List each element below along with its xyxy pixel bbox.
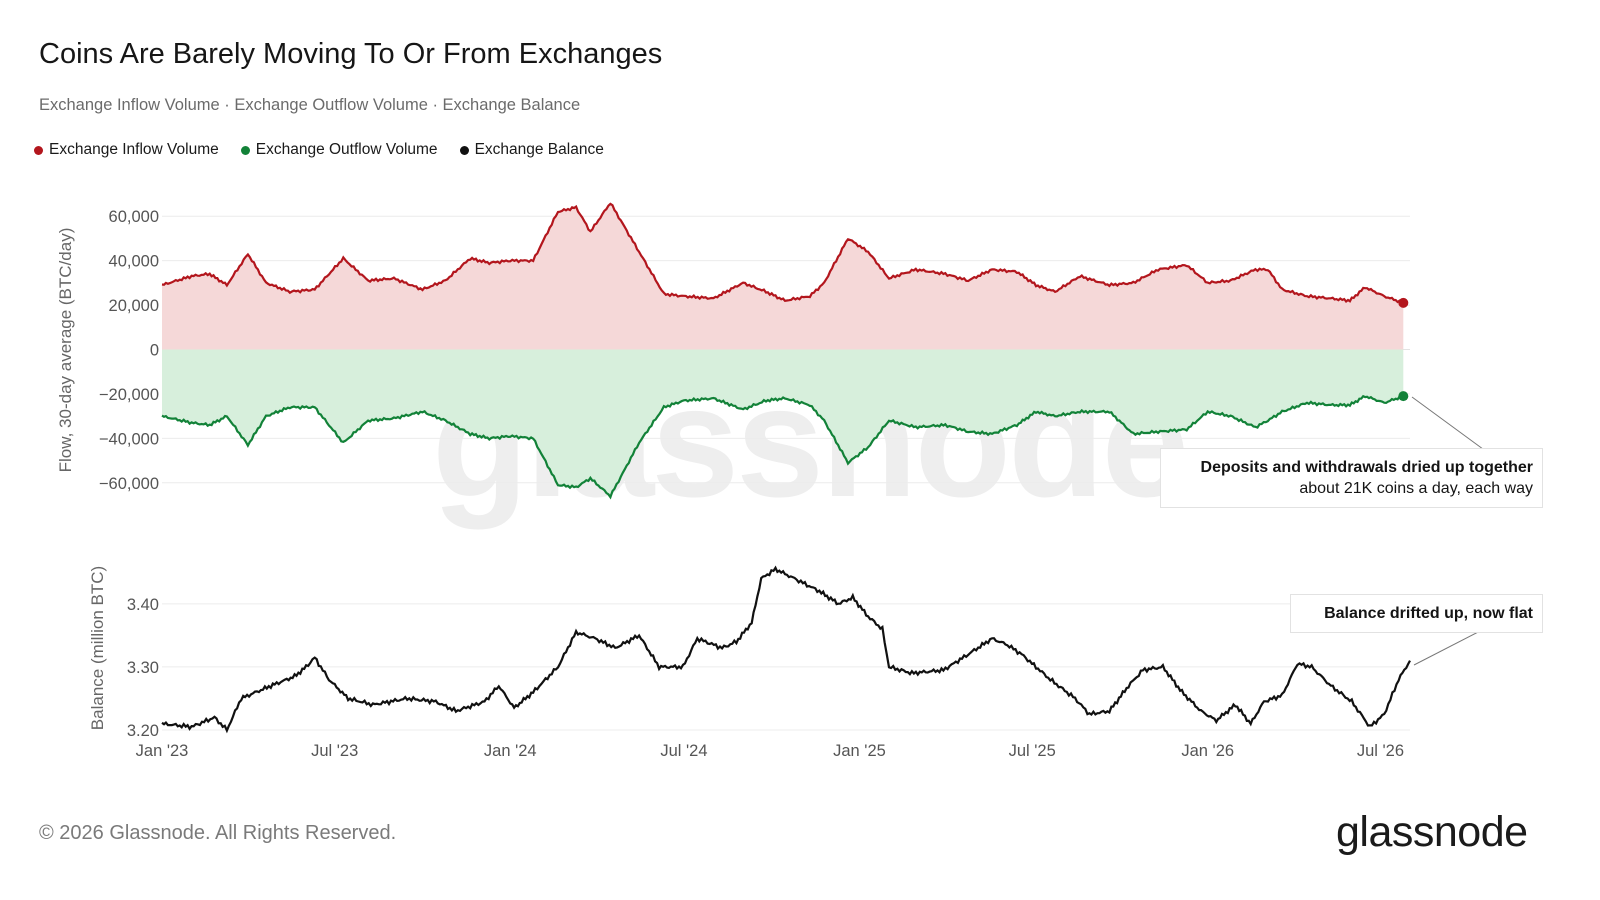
legend-dot-outflow: [240, 145, 250, 155]
inflow-end-dot: [1398, 297, 1409, 308]
balance-y-axis-label: Balance (million BTC): [88, 566, 107, 730]
flow-y-tick-label: 40,000: [109, 253, 159, 271]
x-axis-ticks: Jan '23 Jul '23 Jan '24 Jul '24 Jan '25 Jul '…: [136, 742, 1404, 760]
flow-y-tick-label: 0: [150, 342, 159, 360]
balance-grid: [162, 603, 1410, 731]
flow-y-ticks: 60,000 40,000 20,000 0 −20,000 −40,000 −60,000: [99, 208, 159, 493]
legend-label-inflow: Exchange Inflow Volume: [49, 141, 219, 158]
flow-y-tick-label: −40,000: [99, 430, 159, 448]
balance-y-ticks: 3.40 3.30 3.20: [127, 596, 159, 740]
x-tick-label: Jul '23: [311, 742, 358, 760]
balance-callout-heading: Balance drifted up, now flat: [1324, 605, 1533, 622]
legend-label-balance: Exchange Balance: [474, 141, 604, 158]
balance-y-tick-label: 3.20: [127, 722, 159, 740]
legend: Exchange Inflow Volume Exchange Outflow …: [34, 141, 604, 159]
flow-callout-heading: Deposits and withdrawals dried up togeth…: [1200, 459, 1533, 476]
flow-y-tick-label: 20,000: [109, 297, 159, 315]
inflow-line: [161, 202, 1404, 304]
flow-callout-text: about 21K coins a day, each way: [1299, 480, 1533, 497]
balance-y-tick-label: 3.30: [127, 659, 159, 677]
legend-label-outflow: Exchange Outflow Volume: [255, 141, 438, 158]
balance-callout-leader: [1413, 628, 1485, 666]
outflow-end-dot: [1398, 391, 1409, 402]
x-tick-label: Jan '23: [136, 742, 189, 760]
x-tick-label: Jul '24: [660, 742, 707, 760]
outflow-area: [162, 349, 1404, 498]
copyright: © 2026 Glassnode. All Rights Reserved.: [39, 822, 397, 844]
x-tick-label: Jul '25: [1009, 742, 1056, 760]
glassnode-logo[interactable]: glassnode: [1336, 808, 1528, 856]
balance-line: [161, 565, 1411, 734]
x-tick-label: Jan '25: [833, 742, 886, 760]
flow-callout-leader: [1411, 396, 1488, 453]
flow-y-tick-label: −60,000: [99, 475, 159, 493]
x-tick-label: Jan '24: [484, 742, 537, 760]
legend-item-balance[interactable]: Exchange Balance: [459, 141, 604, 159]
chart-title: Coins Are Barely Moving To Or From Excha…: [39, 38, 663, 70]
legend-dot-balance: [459, 145, 469, 155]
flow-y-tick-label: 60,000: [109, 208, 159, 226]
legend-dot-inflow: [34, 145, 43, 155]
inflow-area: [162, 203, 1404, 350]
legend-item-inflow[interactable]: Exchange Inflow Volume: [34, 141, 219, 159]
flow-y-tick-label: −20,000: [99, 386, 159, 404]
x-tick-label: Jan '26: [1181, 742, 1234, 760]
balance-y-tick-label: 3.40: [127, 596, 159, 614]
legend-item-outflow[interactable]: Exchange Outflow Volume: [240, 141, 438, 159]
x-tick-label: Jul '26: [1357, 742, 1404, 760]
balance-callout: Balance drifted up, now flat: [1290, 594, 1543, 633]
flow-callout: Deposits and withdrawals dried up togeth…: [1160, 448, 1543, 508]
flow-y-axis-label: Flow, 30-day average (BTC/day): [56, 228, 75, 473]
outflow-line: [161, 394, 1404, 500]
chart-subtitle: Exchange Inflow Volume · Exchange Outflo…: [39, 96, 581, 114]
